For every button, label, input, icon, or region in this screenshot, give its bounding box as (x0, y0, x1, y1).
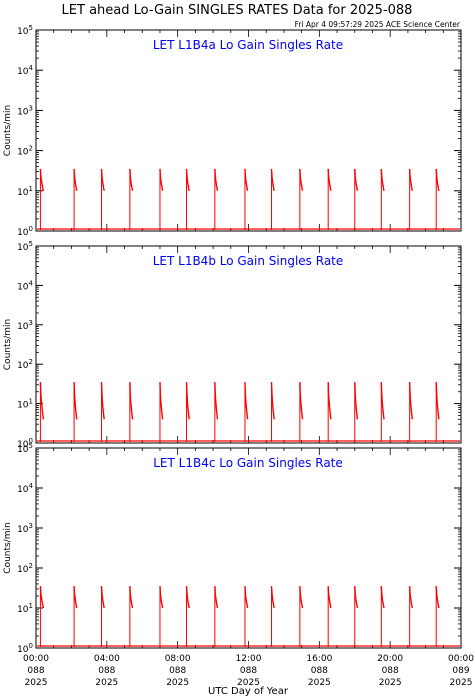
figure-title: LET ahead Lo-Gain SINGLES RATES Data for… (62, 3, 413, 18)
y-tick-label: 103 (17, 319, 33, 332)
y-tick-label: 103 (17, 104, 33, 117)
x-tick-label: 08:00 088 2025 (165, 654, 191, 688)
y-tick-label: 105 (17, 240, 33, 253)
y-axis-title: Counts/min (3, 522, 13, 573)
x-tick-label-line: 20:00 (377, 654, 403, 664)
y-tick-label: 103 (17, 522, 33, 535)
plot-frame (35, 245, 462, 444)
x-tick-label-line: 2025 (95, 678, 118, 688)
x-tick-label-line: 088 (311, 666, 328, 676)
x-tick-label-line: 2025 (308, 678, 331, 688)
x-tick-label: 04:00 088 2025 (94, 654, 120, 688)
x-tick-label-line: 2025 (25, 678, 48, 688)
x-tick-label-line: 088 (27, 666, 44, 676)
x-axis-title: UTC Day of Year (208, 686, 289, 697)
x-tick-label-line: 2025 (166, 678, 189, 688)
x-tick-label-line: 04:00 (94, 654, 120, 664)
panel-title: LET L1B4a Lo Gain Singles Rate (153, 38, 343, 52)
y-tick-label: 102 (17, 358, 33, 371)
plot-frame (35, 29, 462, 232)
x-tick-label-line: 12:00 (236, 654, 262, 664)
panel-title: LET L1B4b Lo Gain Singles Rate (153, 254, 344, 268)
y-tick-label: 100 (17, 225, 33, 238)
y-tick-label: 102 (17, 562, 33, 575)
x-tick-label: 20:00 088 2025 (377, 654, 403, 688)
x-tick-label: 12:00 088 2025 (236, 654, 262, 688)
x-tick-label-line: 088 (169, 666, 186, 676)
y-tick-label: 104 (17, 279, 33, 292)
series-line (37, 168, 460, 230)
x-tick-label-line: 00:00 (23, 654, 49, 664)
x-tick-label-line: 2025 (237, 678, 260, 688)
x-tick-label-line: 088 (240, 666, 257, 676)
series-line (37, 382, 460, 442)
y-tick-label: 104 (17, 64, 33, 77)
figure-subtitle: Fri Apr 4 09:57:29 2025 ACE Science Cent… (295, 20, 461, 29)
x-tick-label-line: 2025 (379, 678, 402, 688)
x-tick-label-line: 088 (382, 666, 399, 676)
x-tick-label-line: 00:00 (448, 654, 474, 664)
y-tick-label: 101 (17, 602, 33, 615)
x-tick-label: 00:00 089 2025 (448, 654, 474, 688)
panels: 100 101 102 103 104 105 LET L1B4a Lo Gain Sing… (3, 24, 462, 655)
series-line (37, 586, 460, 647)
x-tick-label-line: 08:00 (165, 654, 191, 664)
x-axis-labels: 00:00088202504:00088202508:00088202512:0… (23, 654, 474, 688)
y-tick-label: 101 (17, 185, 33, 198)
x-tick-label: 00:00 088 2025 (23, 654, 49, 688)
x-tick-label-line: 088 (98, 666, 115, 676)
x-tick-label-line: 089 (452, 666, 469, 676)
y-tick-label: 104 (17, 482, 33, 495)
y-axis-title: Counts/min (3, 105, 13, 156)
y-tick-label: 101 (17, 398, 33, 411)
x-tick-label: 16:00 088 2025 (306, 654, 332, 688)
x-tick-label-line: 2025 (450, 678, 473, 688)
panel-title: LET L1B4c Lo Gain Singles Rate (153, 456, 343, 470)
x-tick-label-line: 16:00 (306, 654, 332, 664)
y-tick-label: 105 (17, 24, 33, 37)
y-tick-label: 102 (17, 145, 33, 158)
panel-1: 100 101 102 103 104 105 LET L1B4a Lo Gain Sing… (3, 24, 462, 238)
y-axis-title: Counts/min (3, 319, 13, 370)
plot-frame (35, 447, 462, 649)
